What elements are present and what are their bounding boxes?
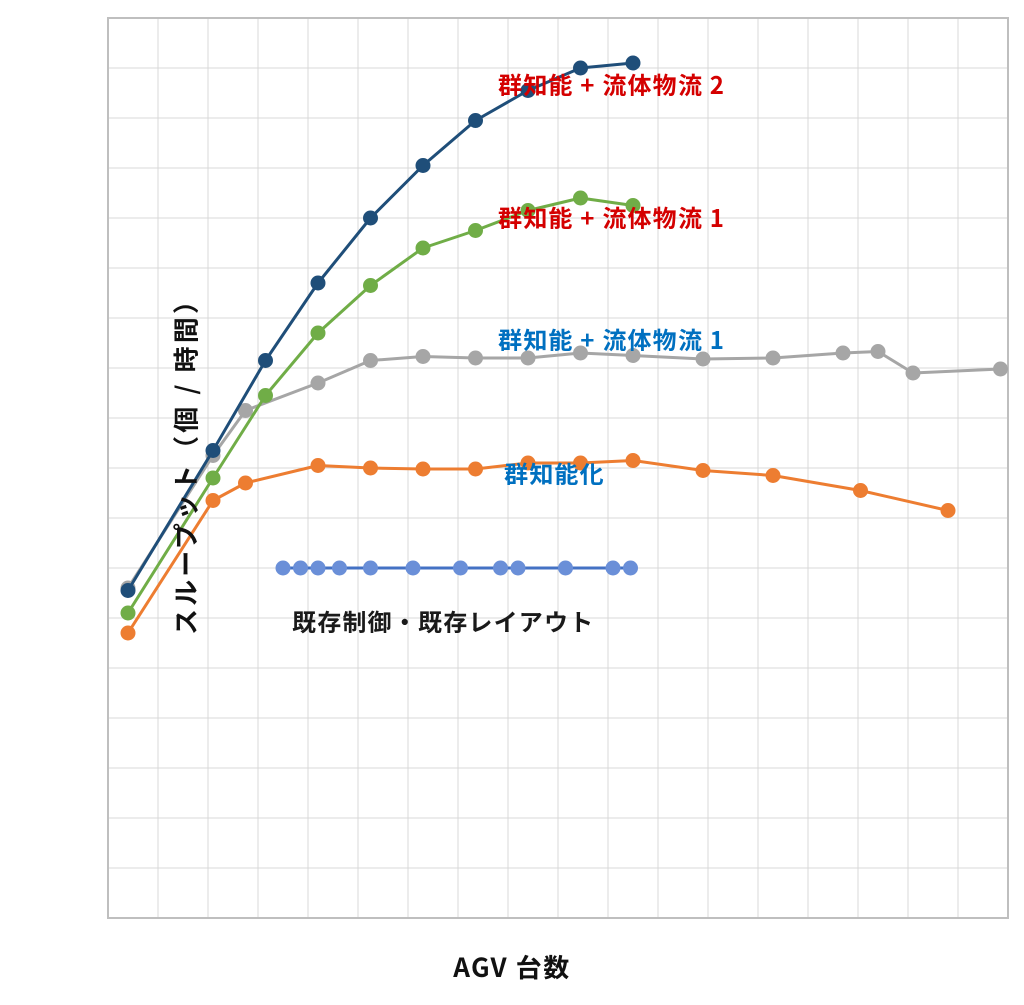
series-label-swarm: 群知能化 (504, 455, 605, 490)
marker (121, 626, 136, 641)
marker (558, 561, 573, 576)
marker (311, 376, 326, 391)
marker (511, 561, 526, 576)
marker (332, 561, 347, 576)
marker (293, 561, 308, 576)
y-axis-label: スループット（個 / 時間） (167, 285, 204, 635)
marker (238, 476, 253, 491)
marker (206, 471, 221, 486)
marker (853, 483, 868, 498)
marker (696, 463, 711, 478)
marker (416, 462, 431, 477)
marker (468, 462, 483, 477)
marker (906, 366, 921, 381)
plot-bg (0, 0, 1024, 1005)
marker (363, 461, 378, 476)
marker (311, 561, 326, 576)
series-label-baseline: 既存制御・既存レイアウト (292, 603, 594, 638)
marker (258, 388, 273, 403)
line-chart (0, 0, 1024, 1005)
marker (363, 353, 378, 368)
series-label-green: 群知能 + 流体物流 1 (498, 199, 725, 234)
marker (363, 561, 378, 576)
marker (468, 223, 483, 238)
marker (871, 344, 886, 359)
marker (993, 362, 1008, 377)
marker (493, 561, 508, 576)
marker (258, 353, 273, 368)
marker (626, 453, 641, 468)
chart-container: スループット（個 / 時間） AGV 台数 既存制御・既存レイアウト 群知能化 群知… (0, 0, 1024, 1005)
marker (276, 561, 291, 576)
marker (416, 241, 431, 256)
marker (766, 468, 781, 483)
marker (121, 606, 136, 621)
marker (311, 276, 326, 291)
marker (416, 349, 431, 364)
marker (416, 158, 431, 173)
marker (766, 351, 781, 366)
marker (206, 443, 221, 458)
x-axis-label: AGV 台数 (0, 948, 1024, 985)
marker (606, 561, 621, 576)
marker (363, 278, 378, 293)
series-label-grey: 群知能 + 流体物流 1 (498, 321, 725, 356)
marker (206, 493, 221, 508)
marker (453, 561, 468, 576)
series-label-navy: 群知能 + 流体物流 2 (498, 66, 725, 101)
marker (468, 351, 483, 366)
marker (363, 211, 378, 226)
marker (941, 503, 956, 518)
marker (311, 326, 326, 341)
marker (836, 346, 851, 361)
marker (311, 458, 326, 473)
marker (121, 583, 136, 598)
marker (468, 113, 483, 128)
marker (623, 561, 638, 576)
marker (406, 561, 421, 576)
